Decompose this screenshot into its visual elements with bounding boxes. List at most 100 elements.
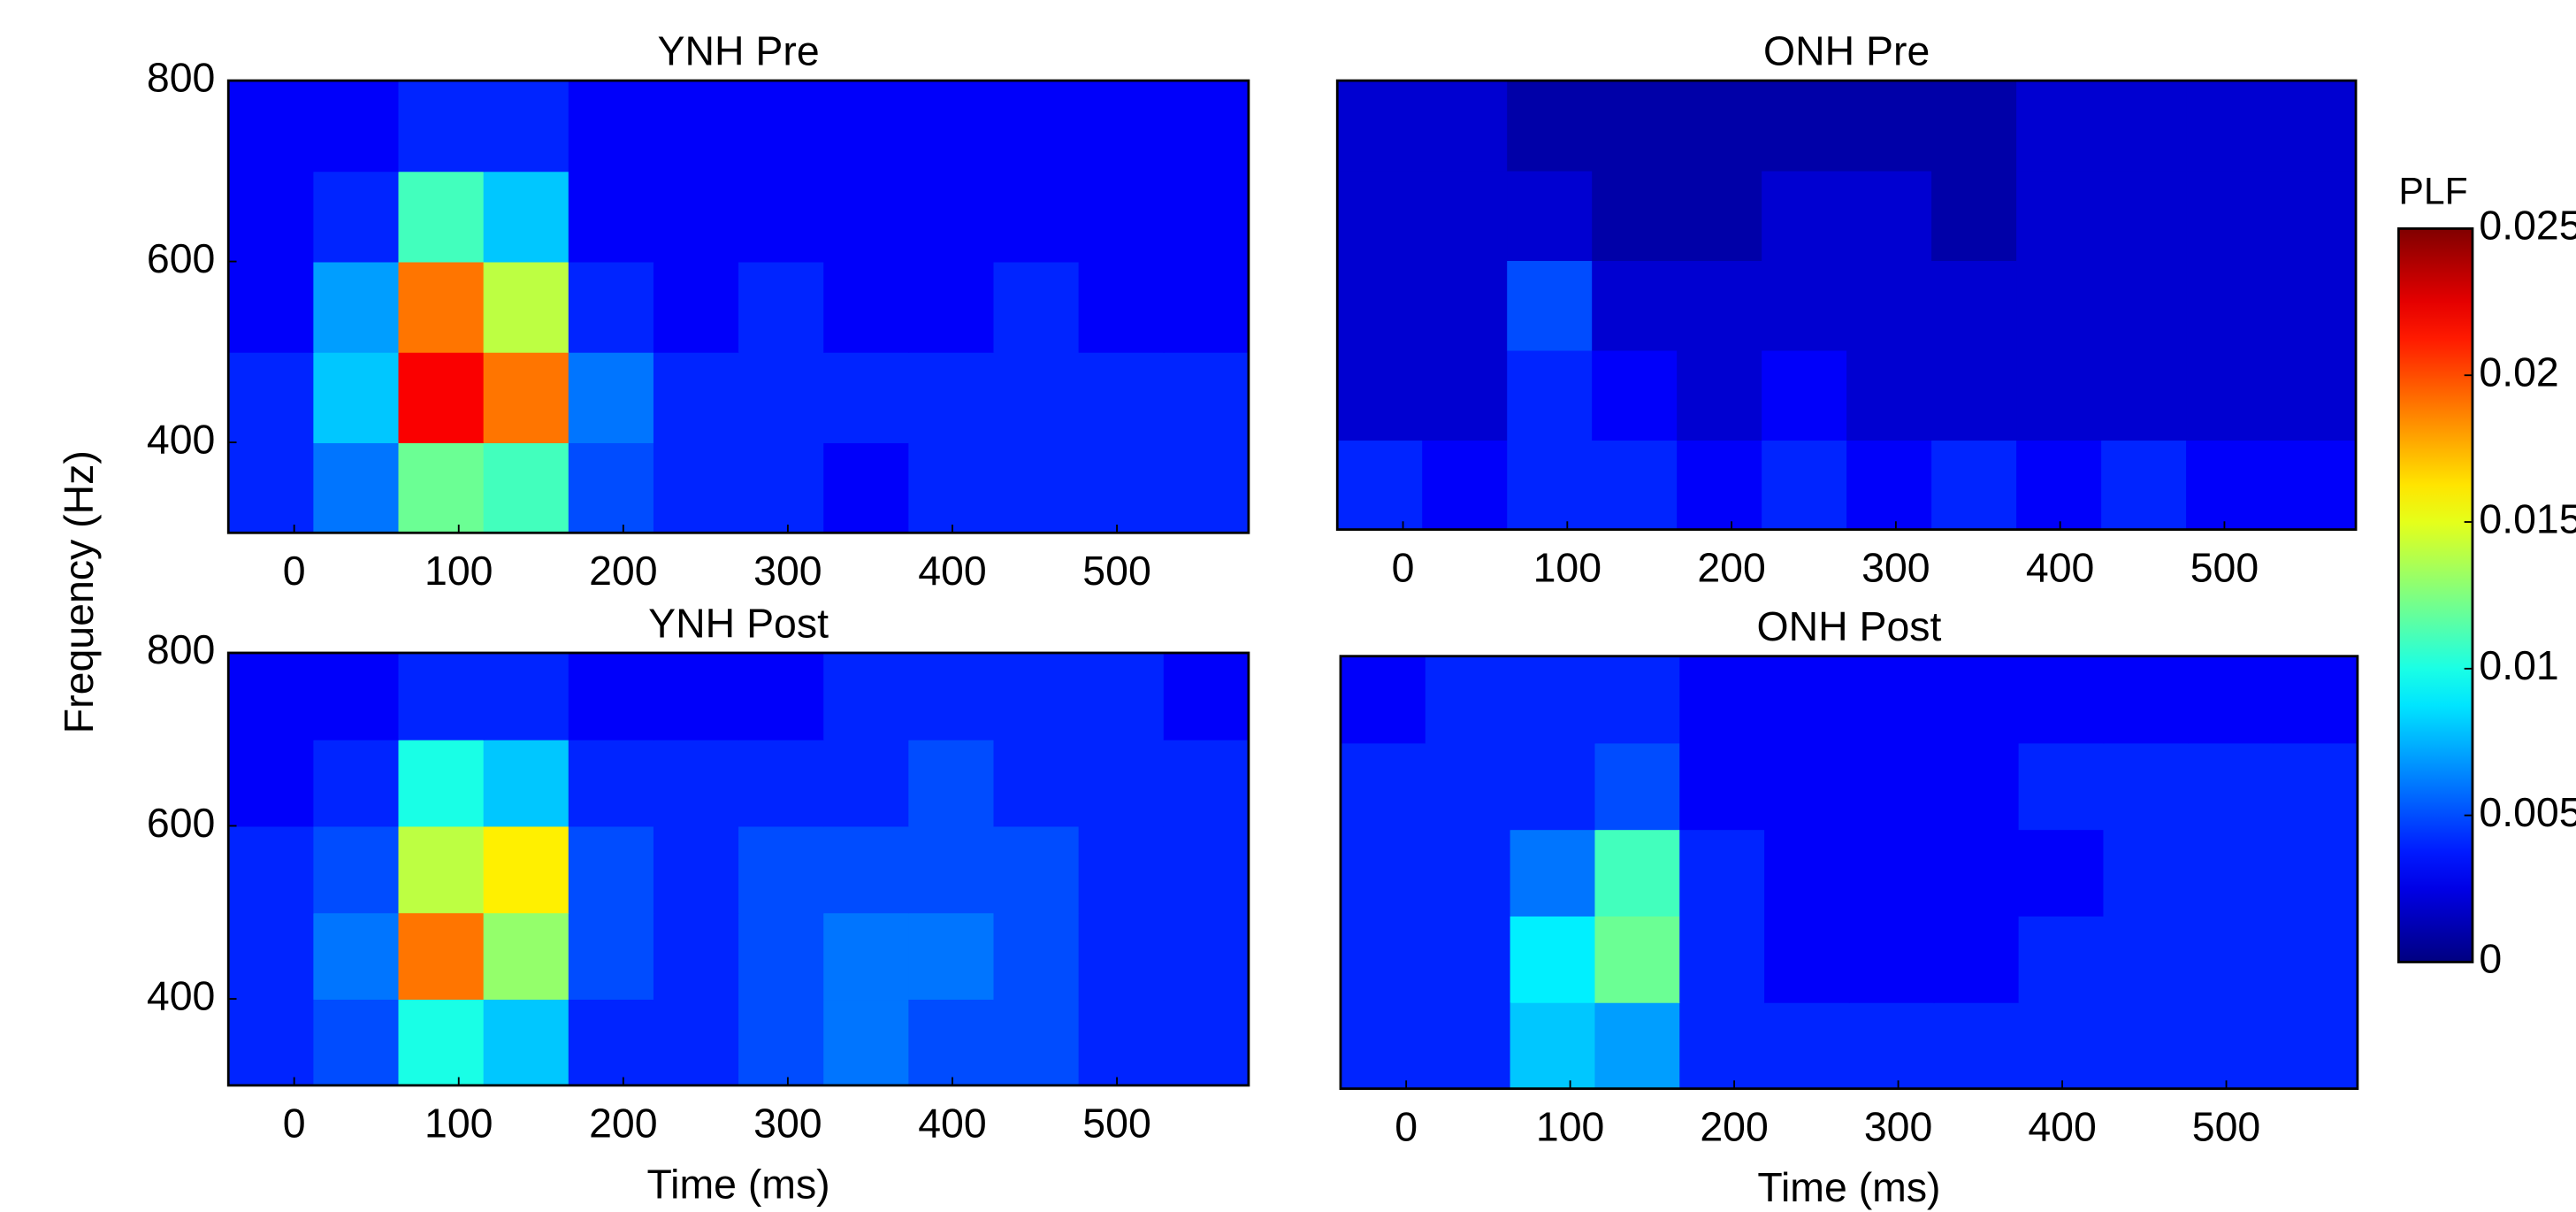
heatmap-cell [1337,440,1424,531]
heatmap-cell [2016,349,2103,441]
heatmap-cell [2273,742,2358,831]
heatmap-cell [1163,739,1250,827]
heatmap-cell [2103,916,2190,1003]
heatmap-cell [993,652,1080,740]
heatmap-cell [1677,440,1763,531]
x-tick-label: 500 [1082,1101,1150,1147]
heatmap-cell [1422,349,1509,441]
heatmap-cell [908,825,995,914]
heatmap-cell [1422,81,1509,172]
heatmap-cell [1931,349,2018,441]
heatmap-cell [1846,170,1933,262]
heatmap-cell [1592,81,1678,172]
heatmap-cell [993,261,1080,353]
panel-title: YNH Post [648,600,829,646]
heatmap-cell [398,261,485,353]
heatmap-cell [1163,261,1250,353]
heatmap-cell [653,81,740,173]
x-tick-label: 400 [2028,1103,2096,1149]
heatmap-cell [228,81,315,173]
heatmap-cell [1933,916,2020,1003]
heatmap-cell [1931,440,2018,531]
heatmap-cell [1594,916,1681,1003]
heatmap-cell [1931,81,2018,172]
heatmap-cell [228,261,315,353]
heatmap-cell [993,351,1080,443]
heatmap-cell [2103,829,2190,917]
heatmap-cell [738,171,825,263]
heatmap-cell [2101,170,2188,262]
heatmap-cell [398,442,485,534]
heatmap-cell [568,912,654,1001]
heatmap-cell [993,999,1080,1086]
heatmap-cell [993,912,1080,1001]
heatmap-cell [2188,829,2274,917]
heatmap-cell [2018,829,2105,917]
heatmap-cell [483,912,569,1001]
heatmap-cell [1163,825,1250,914]
heatmap-cell [1078,652,1165,740]
heatmap-cell [2273,916,2358,1003]
heatmap-cell [1594,829,1681,917]
heatmap-cell [313,81,400,173]
heatmap-cell [1679,916,1766,1003]
heatmap-cell [2018,1001,2105,1090]
heatmap-cell [1507,170,1594,262]
heatmap-cell [2186,81,2273,172]
heatmap-cell [1846,349,1933,441]
plot-frame [1335,79,2358,531]
heatmap-cell [1425,742,1511,831]
heatmap-cell [2016,81,2103,172]
heatmap-cell [483,999,569,1086]
heatmap-cell [1340,1001,1426,1090]
heatmap-cell [1078,171,1165,263]
colorbar-tick-label: 0.025 [2479,203,2576,249]
heatmap-cell [1679,742,1766,831]
heatmap-cell [228,351,315,443]
heatmap-cell [398,652,485,740]
heatmap-cell [313,739,400,827]
plot-frame [1339,655,2359,1090]
heatmap-cell [1163,999,1250,1086]
heatmap-cell [908,652,995,740]
heatmap-cell [568,81,654,173]
heatmap-cell [1510,829,1596,917]
heatmap-cell [398,999,485,1086]
heatmap-cell [2186,349,2273,441]
heatmap-cell [653,442,740,534]
colorbar-label: PLF [2398,171,2467,213]
heatmap-cell [1340,916,1426,1003]
heatmap-cell [483,652,569,740]
heatmap-cell [2188,916,2274,1003]
heatmap-cell [1762,81,1848,172]
heatmap-cell [1510,742,1596,831]
heatmap-cell [1848,1001,1935,1090]
x-tick-label: 100 [424,548,493,594]
heatmap-cell [2273,656,2358,744]
heatmap-cell [1337,260,1424,351]
heatmap-cell [653,825,740,914]
heatmap-cell [1679,656,1766,744]
heatmap-cell [483,739,569,827]
heatmap-cell [823,351,910,443]
heatmap-cell [653,739,740,827]
heatmap-cell [568,652,654,740]
heatmap-cell [1340,742,1426,831]
heatmap-cell [738,825,825,914]
x-tick-label: 400 [918,548,986,594]
colorbar-tick-label: 0.01 [2479,642,2558,688]
heatmap-cell [1762,349,1848,441]
heatmap-cell [1764,829,1850,917]
heatmap-cell [1762,170,1848,262]
heatmap-cell [1764,742,1850,831]
heatmap-cell [2101,81,2188,172]
heatmap-cell [2273,1001,2358,1090]
x-tick-label: 200 [589,548,657,594]
x-tick-label: 100 [424,1101,493,1147]
heatmap-cell [1425,829,1511,917]
heatmap-cell [568,261,654,353]
colorbar-tick-label: 0.02 [2479,349,2558,395]
heatmap-cell [1163,351,1250,443]
heatmap-cell [2186,170,2273,262]
heatmap-cell [1163,442,1250,534]
